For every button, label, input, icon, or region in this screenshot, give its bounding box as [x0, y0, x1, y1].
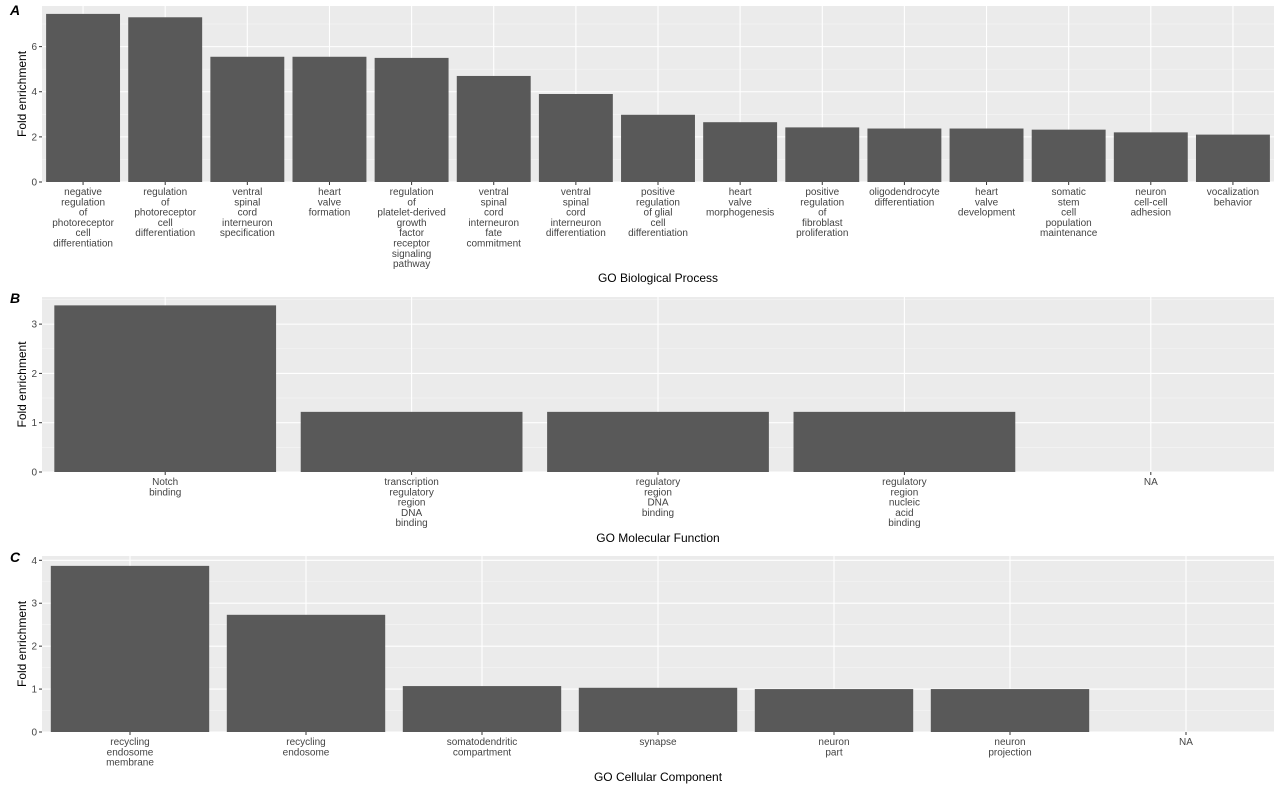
x-tick-label: neuron cell-cell adhesion [1131, 187, 1172, 219]
x-tick-label: positive regulation of glial cell differenti… [628, 187, 688, 239]
bar-3 [210, 56, 285, 183]
y-tick-label: 0 [31, 468, 37, 479]
x-tick-label: regulatory region nucleic acid binding [882, 477, 926, 529]
bar-9 [703, 122, 778, 182]
bar-3 [547, 411, 769, 472]
x-tick-label: regulatory region DNA binding [636, 477, 680, 519]
y-tick-label: 1 [31, 685, 37, 696]
y-tick-label: 4 [31, 556, 37, 567]
x-tick-label: somatodendritic compartment [447, 737, 518, 758]
x-tick-label: transcription regulatory region DNA binding [384, 477, 438, 529]
panel-c: 0 1 2 3 4 recycling endosome membrane recycling e… [10, 549, 1274, 784]
y-axis-title: Fold enrichment [15, 600, 29, 687]
y-tick-label: 2 [31, 369, 37, 380]
x-tick-label: NA [1144, 477, 1158, 488]
y-tick-label: 2 [31, 642, 37, 653]
x-tick-label: heart valve morphogenesis [706, 187, 774, 219]
bar-3 [402, 686, 562, 732]
panel-tag: C [10, 549, 21, 565]
y-axis-title: Fold enrichment [15, 50, 29, 137]
x-tick-label: synapse [639, 737, 677, 748]
x-tick-label: positive regulation of fibroblast proliferat… [796, 187, 848, 239]
bar-12 [949, 128, 1024, 182]
bar-2 [128, 17, 203, 183]
x-tick-label: NA [1179, 737, 1193, 748]
x-tick-label: recycling endosome membrane [106, 737, 154, 769]
bar-14 [1113, 132, 1188, 182]
bar-11 [867, 128, 942, 182]
x-tick-label: ventral spinal cord interneuron differentiat… [546, 187, 606, 239]
y-tick-label: 0 [31, 728, 37, 739]
bar-1 [46, 13, 121, 183]
y-tick-label: 3 [31, 320, 37, 331]
x-tick-label: ventral spinal cord interneuron specificatio… [220, 187, 275, 239]
x-tick-label: recycling endosome [283, 737, 330, 758]
x-tick-label: oligodendrocyte differentiation [869, 187, 940, 208]
y-axis-title: Fold enrichment [15, 341, 29, 428]
x-tick-label: heart valve formation [309, 187, 351, 219]
bar-2 [226, 614, 386, 732]
bar-4 [793, 411, 1016, 472]
x-axis-title: GO Biological Process [598, 271, 718, 285]
x-axis-title: GO Molecular Function [596, 531, 719, 545]
y-tick-label: 3 [31, 599, 37, 610]
x-tick-label: regulation of photoreceptor cell differentia… [134, 187, 196, 239]
panel-tag: B [10, 290, 20, 306]
x-tick-label: regulation of platelet-derived growth factor… [377, 187, 445, 270]
x-tick-label: heart valve development [958, 187, 1015, 219]
bar-7 [538, 94, 613, 182]
x-tick-label: Notch binding [149, 477, 181, 498]
x-tick-label: negative regulation of photoreceptor cell dif… [52, 187, 114, 250]
bar-5 [374, 57, 449, 183]
bar-8 [621, 114, 695, 182]
bar-4 [578, 687, 738, 732]
y-tick-label: 0 [31, 178, 37, 189]
bar-6 [930, 689, 1090, 732]
bar-15 [1195, 134, 1270, 182]
x-tick-label: vocalization behavior [1207, 187, 1259, 208]
x-tick-label: ventral spinal cord interneuron fate commitme… [467, 187, 522, 250]
y-tick-label: 6 [31, 42, 37, 53]
panel-b: 0 1 2 3 Notch binding transcription regulatory r… [10, 290, 1274, 545]
bar-2 [300, 411, 523, 472]
y-tick-label: 4 [31, 87, 37, 98]
bar-6 [456, 75, 531, 182]
x-axis-title: GO Cellular Component [594, 770, 723, 784]
bar-5 [754, 689, 914, 732]
y-tick-label: 1 [31, 418, 37, 429]
bar-10 [785, 127, 860, 182]
bar-13 [1031, 129, 1106, 182]
bar-1 [50, 565, 210, 732]
y-tick-label: 2 [31, 132, 37, 143]
panel-a: 0 2 4 6 negative regulation of photoreceptor cel… [9, 2, 1274, 285]
x-tick-label: neuron part [818, 737, 849, 758]
x-tick-label: somatic stem cell population maintenance [1040, 187, 1098, 239]
bar-1 [54, 305, 277, 472]
x-tick-label: neuron projection [988, 737, 1031, 758]
panel-tag: A [9, 2, 20, 18]
bar-4 [292, 56, 367, 183]
